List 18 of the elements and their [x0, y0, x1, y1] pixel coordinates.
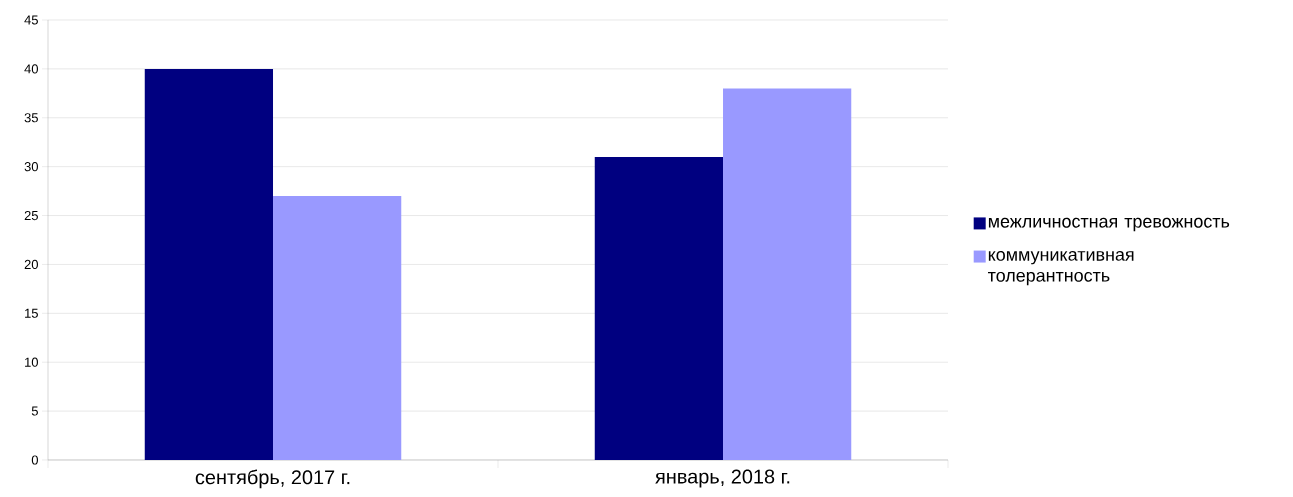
- y-tick-label: 45: [24, 15, 38, 25]
- x-tick-label: январь, 2018 г.: [655, 469, 790, 488]
- y-tick-label: 35: [24, 113, 38, 123]
- bar: [594, 156, 724, 460]
- x-tick-label: сентябрь, 2017 г.: [195, 469, 350, 489]
- bar: [144, 68, 274, 460]
- bar: [273, 195, 402, 460]
- bar: [723, 88, 852, 460]
- y-tick-label: 0: [31, 455, 38, 465]
- y-tick-label: 25: [24, 210, 38, 221]
- y-tick-label: 20: [24, 259, 38, 270]
- y-tick-label: 30: [24, 162, 38, 172]
- y-tick-label: 40: [24, 64, 38, 74]
- y-tick-label: 10: [25, 357, 38, 367]
- legend-label: коммуникативная толерантность: [988, 250, 1134, 286]
- y-tick-label: 5: [31, 406, 38, 416]
- legend-label: межличностная тревожность: [988, 217, 1230, 232]
- y-tick-label: 15: [25, 308, 38, 318]
